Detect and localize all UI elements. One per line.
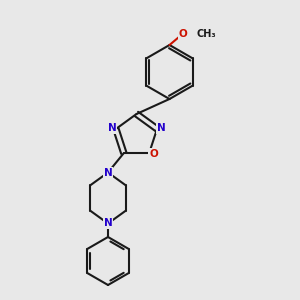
Text: N: N	[108, 123, 117, 133]
Text: CH₃: CH₃	[196, 29, 216, 39]
Text: N: N	[103, 218, 112, 229]
Text: O: O	[149, 149, 158, 159]
Text: N: N	[157, 123, 166, 133]
Text: O: O	[179, 29, 188, 39]
Text: N: N	[103, 167, 112, 178]
